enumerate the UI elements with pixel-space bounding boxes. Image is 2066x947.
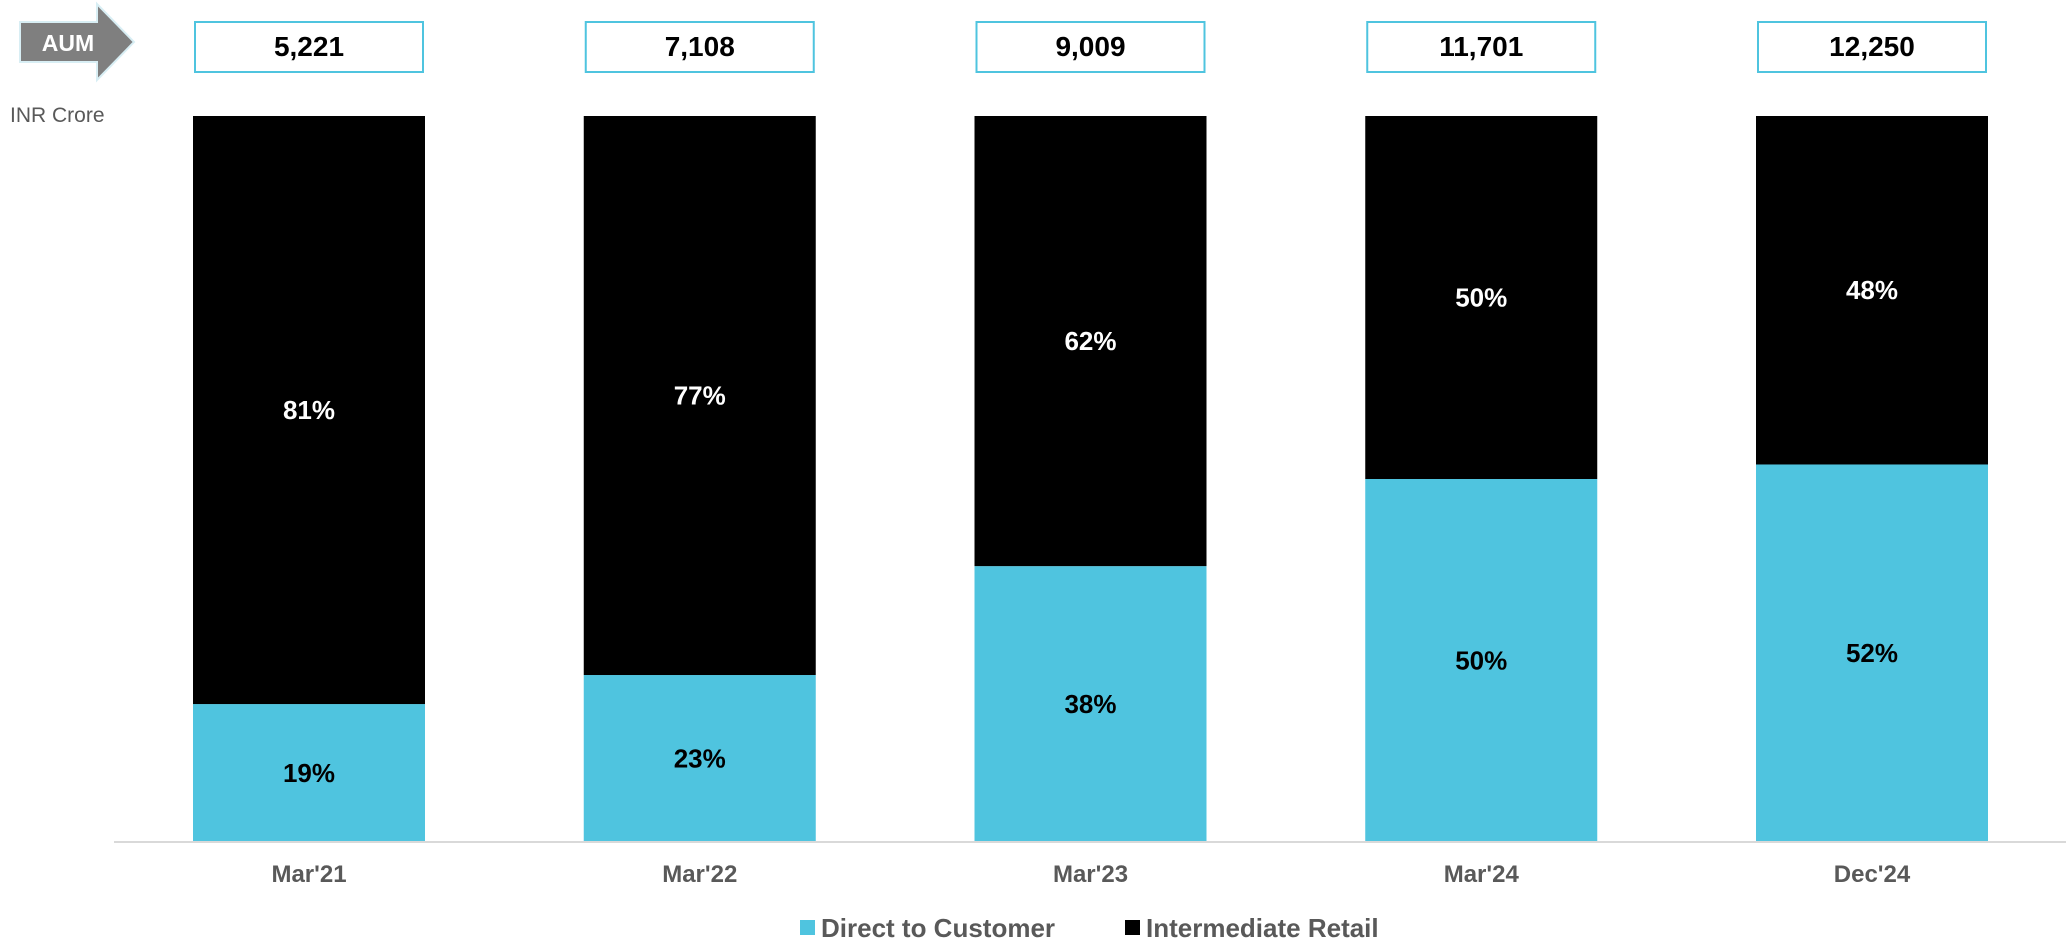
- segment-value-label: 48%: [1846, 275, 1898, 305]
- total-value-label: 11,701: [1439, 31, 1523, 62]
- x-tick-label: Mar'21: [271, 861, 346, 888]
- total-value-label: 9,009: [1055, 31, 1125, 62]
- x-tick-label: Mar'22: [662, 861, 737, 888]
- segment-labels-group: 19% 81% 23% 77% 38% 62% 50% 50% 52% 48%: [283, 275, 1898, 788]
- legend-item-intermediate-retail: Intermediate Retail: [1125, 913, 1379, 943]
- bar-segment-direct-to-customer: [193, 704, 425, 842]
- bar-segment-direct-to-customer: [583, 675, 816, 842]
- segment-value-label: 23%: [674, 744, 726, 774]
- segment-value-label: 38%: [1064, 689, 1116, 719]
- total-value-box: [194, 21, 424, 73]
- aum-arrow-badge: [19, 1, 136, 83]
- total-value-box: [975, 21, 1206, 73]
- bars-group: [193, 116, 1988, 842]
- bar-segment-direct-to-customer: [1365, 479, 1598, 842]
- bar-segment-direct-to-customer: [974, 566, 1207, 842]
- legend-label: Intermediate Retail: [1146, 913, 1379, 942]
- x-tick-label: Mar'23: [1053, 861, 1128, 888]
- segment-value-label: 50%: [1455, 646, 1507, 676]
- segment-value-label: 50%: [1455, 283, 1507, 313]
- bar-segment-direct-to-customer: [1756, 464, 1988, 842]
- bar-segment-intermediate-retail: [1365, 116, 1598, 479]
- legend-item-direct-to-customer: Direct to Customer: [800, 913, 1055, 943]
- x-tick-label: Mar'24: [1444, 861, 1520, 888]
- x-tick-labels-group: Mar'21 Mar'22 Mar'23 Mar'24 Dec'24: [271, 861, 1910, 888]
- segment-value-label: 52%: [1846, 638, 1898, 668]
- legend-swatch: [1125, 920, 1140, 935]
- total-value-box: [1757, 21, 1987, 73]
- aum-badge-label: AUM: [42, 30, 94, 56]
- total-value-label: 12,250: [1829, 31, 1915, 62]
- total-value-box: [1366, 21, 1597, 73]
- x-tick-label: Dec'24: [1834, 861, 1911, 888]
- segment-value-label: 77%: [674, 381, 726, 411]
- segment-value-label: 62%: [1064, 326, 1116, 356]
- total-boxes-group: 5,221 7,108 9,009 11,701 12,250: [194, 21, 1987, 73]
- bar-segment-intermediate-retail: [193, 116, 425, 705]
- bar-segment-intermediate-retail: [974, 116, 1207, 567]
- total-value-label: 7,108: [665, 31, 735, 62]
- unit-label: INR Crore: [10, 104, 105, 127]
- aum-badge-group: AUM: [19, 1, 136, 83]
- bar-segment-intermediate-retail: [1756, 116, 1988, 465]
- bar-segment-intermediate-retail: [583, 116, 816, 676]
- total-value-label: 5,221: [274, 31, 344, 62]
- legend-swatch: [800, 920, 815, 935]
- legend-label: Direct to Customer: [821, 913, 1055, 942]
- total-value-box: [584, 21, 815, 73]
- legend: Direct to Customer Intermediate Retail: [800, 913, 1379, 943]
- segment-value-label: 19%: [283, 758, 335, 788]
- segment-value-label: 81%: [283, 395, 335, 425]
